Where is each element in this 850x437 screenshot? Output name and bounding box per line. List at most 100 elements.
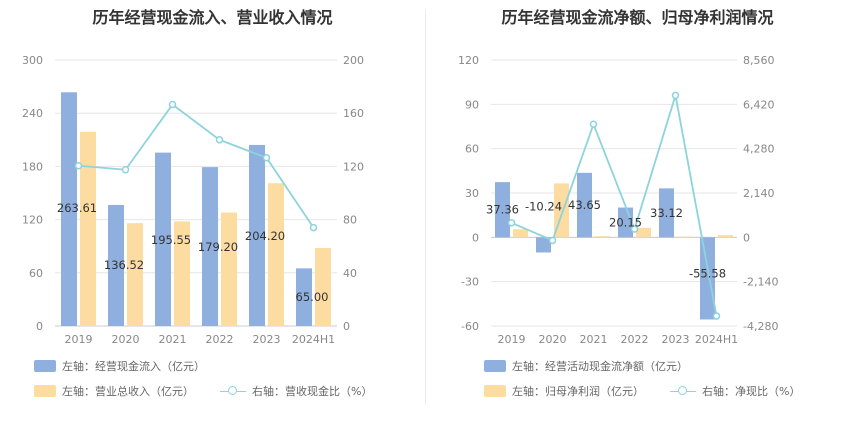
bar-data-label: -55.58 xyxy=(689,266,726,280)
bar-primary xyxy=(495,182,510,238)
y-right-tick-label: 0 xyxy=(743,231,750,244)
bar-data-label: 136.52 xyxy=(104,258,144,272)
ratio-point xyxy=(589,120,598,128)
bar-primary xyxy=(108,204,124,326)
y-left-tick-label: 180 xyxy=(22,160,43,173)
x-tick-label: 2024H1 xyxy=(292,333,335,346)
bar-data-label: 43.65 xyxy=(568,198,601,212)
x-tick-label: 2020 xyxy=(112,333,140,346)
ratio-point xyxy=(168,100,177,109)
legend-item-net-cash-ratio[interactable]: 右轴：净现比（%） xyxy=(670,383,800,399)
bar-primary xyxy=(249,144,265,326)
ratio-line xyxy=(511,95,718,317)
legend-item-cash-inflow[interactable]: 左轴：经营现金流入（亿元） xyxy=(34,358,205,374)
legend-label: 左轴：归母净利润（亿元） xyxy=(512,385,644,398)
bar-secondary xyxy=(636,227,651,238)
ratio-point xyxy=(74,161,83,170)
legend-swatch-bar-yellow xyxy=(34,385,56,397)
x-tick-label: 2022 xyxy=(206,333,234,346)
bar-data-label: 179.20 xyxy=(198,240,238,254)
bar-data-label: 20.15 xyxy=(609,215,642,229)
legend-label: 右轴：营收现金比（%） xyxy=(252,385,373,398)
bar-data-label: 263.61 xyxy=(57,201,97,215)
ratio-point xyxy=(712,312,721,320)
x-tick-label: 2019 xyxy=(498,333,526,346)
ratio-point xyxy=(121,165,130,174)
ratio-point xyxy=(671,91,680,100)
legend-item-net-profit[interactable]: 左轴：归母净利润（亿元） xyxy=(484,383,644,399)
bar-secondary xyxy=(221,212,237,326)
bar-data-label: 65.00 xyxy=(296,290,329,304)
legend-label: 左轴：经营活动现金流净额（亿元） xyxy=(512,360,688,373)
ratio-point xyxy=(309,223,318,232)
y-right-tick-label: -4,280 xyxy=(743,320,778,333)
y-left-tick-label: -30 xyxy=(461,276,479,289)
ratio-point xyxy=(262,154,271,162)
y-left-tick-label: 120 xyxy=(458,54,479,67)
y-left-tick-label: 60 xyxy=(29,267,43,280)
y-left-tick-label: -60 xyxy=(461,320,479,333)
bar-secondary xyxy=(718,235,733,238)
legend-swatch-line-icon xyxy=(220,385,246,397)
x-tick-label: 2021 xyxy=(580,333,608,346)
y-right-tick-label: 160 xyxy=(343,107,364,120)
bar-secondary xyxy=(677,236,692,238)
y-right-tick-label: 2,140 xyxy=(743,187,775,200)
bar-primary xyxy=(577,172,592,238)
y-right-tick-label: 40 xyxy=(343,267,357,280)
bar-data-label: 37.36 xyxy=(486,203,519,217)
y-left-tick-label: 120 xyxy=(22,214,43,227)
legend-swatch-bar-blue xyxy=(34,360,56,372)
y-right-tick-label: 8,560 xyxy=(743,54,775,67)
legend-swatch-bar-blue xyxy=(484,360,506,372)
bar-primary xyxy=(659,188,674,238)
legend-item-revenue[interactable]: 左轴：营业总收入（亿元） xyxy=(34,383,194,399)
bar-secondary xyxy=(595,236,610,238)
y-right-tick-label: 80 xyxy=(343,214,357,227)
bar-data-label: 33.12 xyxy=(650,206,683,220)
bar-data-label: -10.24 xyxy=(525,199,562,213)
y-left-tick-label: 0 xyxy=(36,320,43,333)
bar-secondary xyxy=(127,223,143,326)
bar-primary xyxy=(296,268,312,326)
bar-secondary xyxy=(315,247,331,326)
y-left-tick-label: 0 xyxy=(472,231,479,244)
bar-primary xyxy=(536,237,551,253)
x-tick-label: 2019 xyxy=(65,333,93,346)
bar-primary xyxy=(202,167,218,326)
y-right-tick-label: 4,280 xyxy=(743,143,775,156)
x-tick-label: 2021 xyxy=(159,333,187,346)
bar-primary xyxy=(61,92,77,326)
ratio-point xyxy=(507,219,516,227)
y-right-tick-label: 200 xyxy=(343,54,364,67)
x-tick-label: 2023 xyxy=(662,333,690,346)
legend-label: 左轴：营业总收入（亿元） xyxy=(62,385,194,398)
ratio-point xyxy=(215,136,224,144)
bar-secondary xyxy=(513,229,528,238)
chart-plot-cash-inflow-revenue: 0 60 120 180 240 300 0 40 80 120 160 200 2019 2020 202… xyxy=(22,54,364,346)
x-tick-label: 2024H1 xyxy=(695,333,738,346)
x-tick-label: 2022 xyxy=(621,333,649,346)
legend-label: 右轴：净现比（%） xyxy=(702,385,801,398)
bar-secondary xyxy=(174,221,190,326)
bar-primary xyxy=(155,152,171,326)
chart-title: 历年经营现金流入、营业收入情况 xyxy=(92,8,333,27)
legend-item-net-cashflow[interactable]: 左轴：经营活动现金流净额（亿元） xyxy=(484,358,688,374)
bar-secondary xyxy=(80,131,96,326)
ratio-point xyxy=(548,236,557,245)
bar-secondary xyxy=(268,183,284,326)
y-left-tick-label: 90 xyxy=(465,98,479,111)
y-right-tick-label: -2,140 xyxy=(743,276,778,289)
y-left-tick-label: 240 xyxy=(22,107,43,120)
ratio-line xyxy=(78,103,315,229)
y-right-tick-label: 6,420 xyxy=(743,98,775,111)
panel-divider xyxy=(425,10,426,405)
bar-data-label: 195.55 xyxy=(151,233,191,247)
y-right-tick-label: 0 xyxy=(343,320,350,333)
bar-data-label: 204.20 xyxy=(245,229,285,243)
legend-item-revenue-cash-ratio[interactable]: 右轴：营收现金比（%） xyxy=(220,383,372,399)
y-left-tick-label: 30 xyxy=(465,187,479,200)
chart-panel-cash-inflow-revenue: 历年经营现金流入、营业收入情况 0 60 120 180 240 300 0 40 80 120 1… xyxy=(22,8,372,399)
y-left-tick-label: 60 xyxy=(465,143,479,156)
chart-title: 历年经营现金流净额、归母净利润情况 xyxy=(501,8,774,27)
